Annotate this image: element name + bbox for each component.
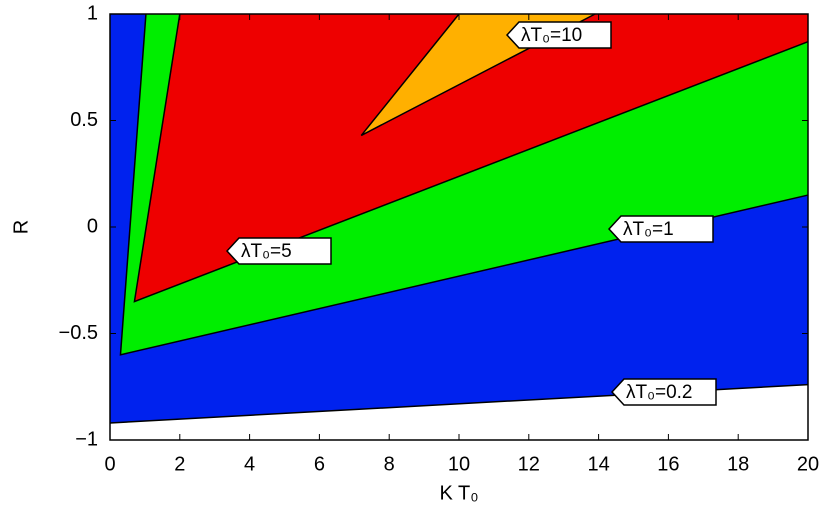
x-tick-label: 10: [448, 453, 470, 475]
y-tick-label: 1: [87, 2, 98, 24]
legend-label: λT₀=5: [241, 241, 292, 262]
label-box: [607, 215, 714, 243]
y-tick-label: 0: [87, 215, 98, 237]
x-tick-label: 2: [174, 453, 185, 475]
y-tick-label: −0.5: [59, 322, 98, 344]
y-tick-label: 0.5: [70, 109, 98, 131]
contour-line: [360, 13, 596, 137]
label-box: [505, 21, 612, 49]
legend-label: λT₀=0.2: [626, 382, 693, 403]
x-tick-label: 8: [384, 453, 395, 475]
x-tick-label: 14: [587, 453, 609, 475]
x-tick-label: 18: [727, 453, 749, 475]
region: [134, 14, 808, 302]
y-tick-label: −1: [75, 428, 98, 450]
x-tick-label: 6: [314, 453, 325, 475]
x-tick-label: 0: [104, 453, 115, 475]
x-tick-label: 16: [657, 453, 679, 475]
legend-label: λT₀=10: [521, 25, 582, 46]
contour-line: [119, 13, 809, 356]
x-tick-label: 4: [244, 453, 255, 475]
x-axis-label: K T₀: [439, 482, 478, 504]
x-tick-label: 20: [797, 453, 819, 475]
label-box: [610, 378, 717, 406]
y-axis-label: R: [10, 220, 32, 234]
contour-line: [133, 13, 809, 303]
label-box: [225, 237, 332, 265]
x-tick-label: 12: [518, 453, 540, 475]
legend-label: λT₀=1: [623, 219, 674, 240]
